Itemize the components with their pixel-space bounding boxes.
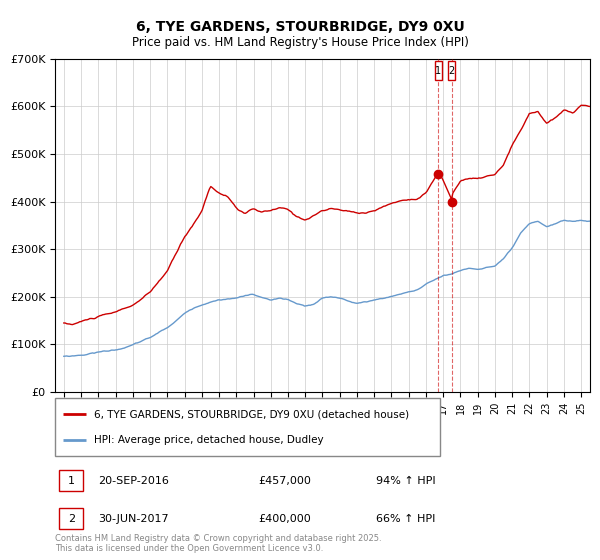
Text: 1: 1 xyxy=(68,476,75,486)
Text: 6, TYE GARDENS, STOURBRIDGE, DY9 0XU: 6, TYE GARDENS, STOURBRIDGE, DY9 0XU xyxy=(136,20,464,34)
Text: 6, TYE GARDENS, STOURBRIDGE, DY9 0XU (detached house): 6, TYE GARDENS, STOURBRIDGE, DY9 0XU (de… xyxy=(94,409,409,419)
Text: 20-SEP-2016: 20-SEP-2016 xyxy=(98,476,169,486)
Bar xyxy=(59,508,83,529)
Text: 2: 2 xyxy=(449,66,455,76)
Text: 30-JUN-2017: 30-JUN-2017 xyxy=(98,514,169,524)
Bar xyxy=(59,470,83,492)
Text: £457,000: £457,000 xyxy=(259,476,311,486)
Text: 66% ↑ HPI: 66% ↑ HPI xyxy=(376,514,436,524)
Text: Price paid vs. HM Land Registry's House Price Index (HPI): Price paid vs. HM Land Registry's House … xyxy=(131,36,469,49)
Bar xyxy=(435,61,442,80)
Text: HPI: Average price, detached house, Dudley: HPI: Average price, detached house, Dudl… xyxy=(94,435,323,445)
Text: 94% ↑ HPI: 94% ↑ HPI xyxy=(376,476,436,486)
Text: £400,000: £400,000 xyxy=(259,514,311,524)
Text: Contains HM Land Registry data © Crown copyright and database right 2025.
This d: Contains HM Land Registry data © Crown c… xyxy=(55,534,382,553)
Bar xyxy=(448,61,455,80)
Text: 1: 1 xyxy=(436,66,442,76)
Text: 2: 2 xyxy=(68,514,75,524)
